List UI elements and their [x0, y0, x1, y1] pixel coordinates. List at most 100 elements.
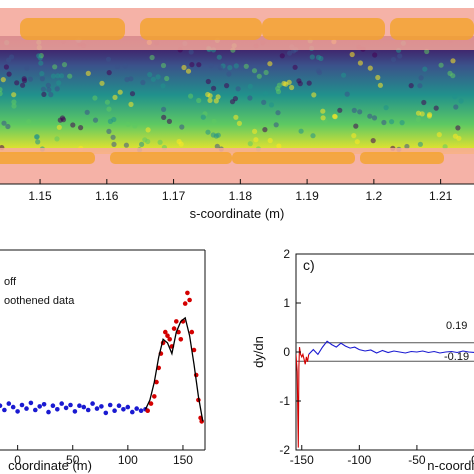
panel-a-scatter-point	[106, 128, 112, 134]
panel-a-scatter-point	[35, 139, 41, 145]
blue-data-point	[85, 407, 91, 413]
panel-a-scatter-point	[5, 123, 11, 130]
blue-data-point	[116, 403, 122, 409]
panel-a-scatter-point	[179, 124, 185, 130]
panel-a-scatter-point	[128, 76, 134, 82]
blue-data-point	[6, 401, 12, 406]
panel-a-scatter-point	[375, 74, 381, 81]
panel-a-scatter-point	[298, 128, 304, 134]
panel-a-scatter-point	[357, 109, 363, 115]
panel-a-scatter-point	[34, 134, 40, 140]
panel-a-scatter-point	[124, 76, 130, 83]
panel-a-scatter-point	[26, 119, 32, 125]
dune-crest-top	[20, 18, 125, 40]
panel-a-scatter-point	[39, 76, 46, 82]
panel-a-scatter-point	[424, 48, 430, 55]
panel-a-scatter-point	[207, 97, 213, 103]
dune-crest-top	[140, 18, 262, 40]
panel-a-scatter-point	[210, 132, 216, 138]
panel-a-scatter-point	[39, 71, 45, 77]
panel-a-scatter-point	[205, 91, 211, 98]
panel-c-x-axis-label: n-coordina	[427, 458, 474, 473]
panel-a-scatter-point	[145, 127, 151, 133]
panel-a-scatter-point	[56, 80, 62, 86]
panel-b-legend-entry-1: off	[4, 276, 17, 288]
panel-a-scatter-point	[426, 113, 432, 119]
panel-a-scatter-point	[0, 77, 6, 83]
panel-a-scatter-point	[235, 86, 241, 92]
panel-a-scatter-point	[36, 53, 42, 59]
blue-data-point	[72, 409, 78, 414]
panel-a-scatter-point	[247, 141, 253, 147]
panel-a-scatter-point	[125, 121, 131, 127]
panel-a-scatter-point	[281, 80, 287, 87]
panel-a-scatter-point	[438, 62, 444, 68]
panel-c-y-tick-label: 2	[283, 247, 290, 261]
panel-a-scatter-point	[84, 109, 90, 115]
blue-data-point	[41, 402, 47, 407]
panel-a-scatter-point	[275, 89, 282, 95]
blue-data-point	[68, 402, 73, 408]
panel-a-x-ticks: 1.15 1.16 1.17 1.18 1.19 1.2 1.21	[28, 179, 453, 203]
panel-a-scatter-point	[59, 115, 66, 121]
panel-a-scatter-point	[110, 134, 116, 140]
panel-a-scatter-point	[24, 65, 30, 71]
dune-crest-bottom	[0, 152, 95, 164]
cut-off-data-point	[189, 329, 195, 335]
panel-a-scatter-point	[399, 120, 405, 126]
panel-a-scatter-point	[332, 113, 338, 119]
panel-a-scatter-point	[189, 62, 195, 68]
panel-a-scatter-point	[123, 142, 129, 148]
dune-crest-top	[262, 18, 385, 40]
panel-a-scatter-point	[263, 69, 269, 76]
panel-a-scatter-point	[243, 63, 249, 69]
panel-a-scatter-point	[351, 133, 357, 139]
panel-a-scatter-point	[309, 54, 315, 60]
panel-a-scatter-point	[208, 63, 214, 69]
panel-a-scatter-point	[215, 132, 221, 138]
panel-a-scatter-point	[140, 79, 146, 86]
cut-off-data-point	[187, 297, 192, 303]
panel-a-scatter-point	[371, 115, 378, 121]
blue-data-point	[99, 404, 104, 409]
panel-a-scatter-point	[145, 138, 151, 145]
cut-off-data-point	[174, 319, 179, 324]
panel-a-scatter-point	[279, 53, 285, 59]
panel-b-x-tick-label: 100	[118, 453, 138, 467]
panel-a-scatter-point	[297, 81, 303, 87]
panel-a-scatter-point	[196, 62, 202, 68]
panel-a-scatter-point	[261, 99, 267, 105]
panel-a-scatter-point	[50, 73, 57, 79]
panel-a-scatter-point	[176, 138, 182, 145]
panel-a-x-tick-label: 1.21	[429, 189, 453, 203]
panel-a-scatter-point	[157, 139, 163, 145]
dune-crest-bottom	[110, 152, 232, 164]
threshold-label-positive: 0.19	[446, 320, 467, 332]
panel-a-scatter-point	[11, 99, 17, 105]
panel-a-scatter-point	[377, 82, 383, 88]
panel-a-scatter-point	[1, 120, 7, 126]
panel-b-legend-entry-2: oothened data	[4, 295, 75, 307]
panel-a-x-tick-label: 1.2	[366, 189, 383, 203]
panel-a-scatter-point	[92, 95, 98, 101]
panel-a-scatter-point	[320, 108, 326, 114]
panel-a-scatter-point	[236, 120, 242, 126]
panel-c-y-ticks: 2 1 0 -1 -2	[279, 247, 301, 457]
panel-a-scatter-point	[415, 110, 422, 116]
cut-off-data-point	[165, 333, 170, 339]
dune-crest-bottom	[232, 152, 355, 164]
panel-a-scatter-point	[268, 102, 275, 108]
panel-a-scatter-point	[139, 141, 145, 147]
panel-c-x-tick-label: -50	[408, 453, 426, 467]
panel-a-scatter-point	[0, 87, 3, 93]
panel-a-scatter-point	[227, 65, 233, 71]
panel-a-scatter-point	[383, 105, 389, 111]
panel-a-scatter-point	[188, 49, 194, 55]
panel-a-scatter-point	[397, 53, 403, 59]
panel-a-scatter-point	[111, 116, 117, 123]
blue-data-point	[10, 404, 16, 410]
blue-data-point	[28, 400, 34, 406]
dune-crest-bottom	[360, 152, 444, 164]
panel-a-scatter-point	[38, 60, 44, 66]
panel-a-scatter-point	[3, 64, 9, 70]
